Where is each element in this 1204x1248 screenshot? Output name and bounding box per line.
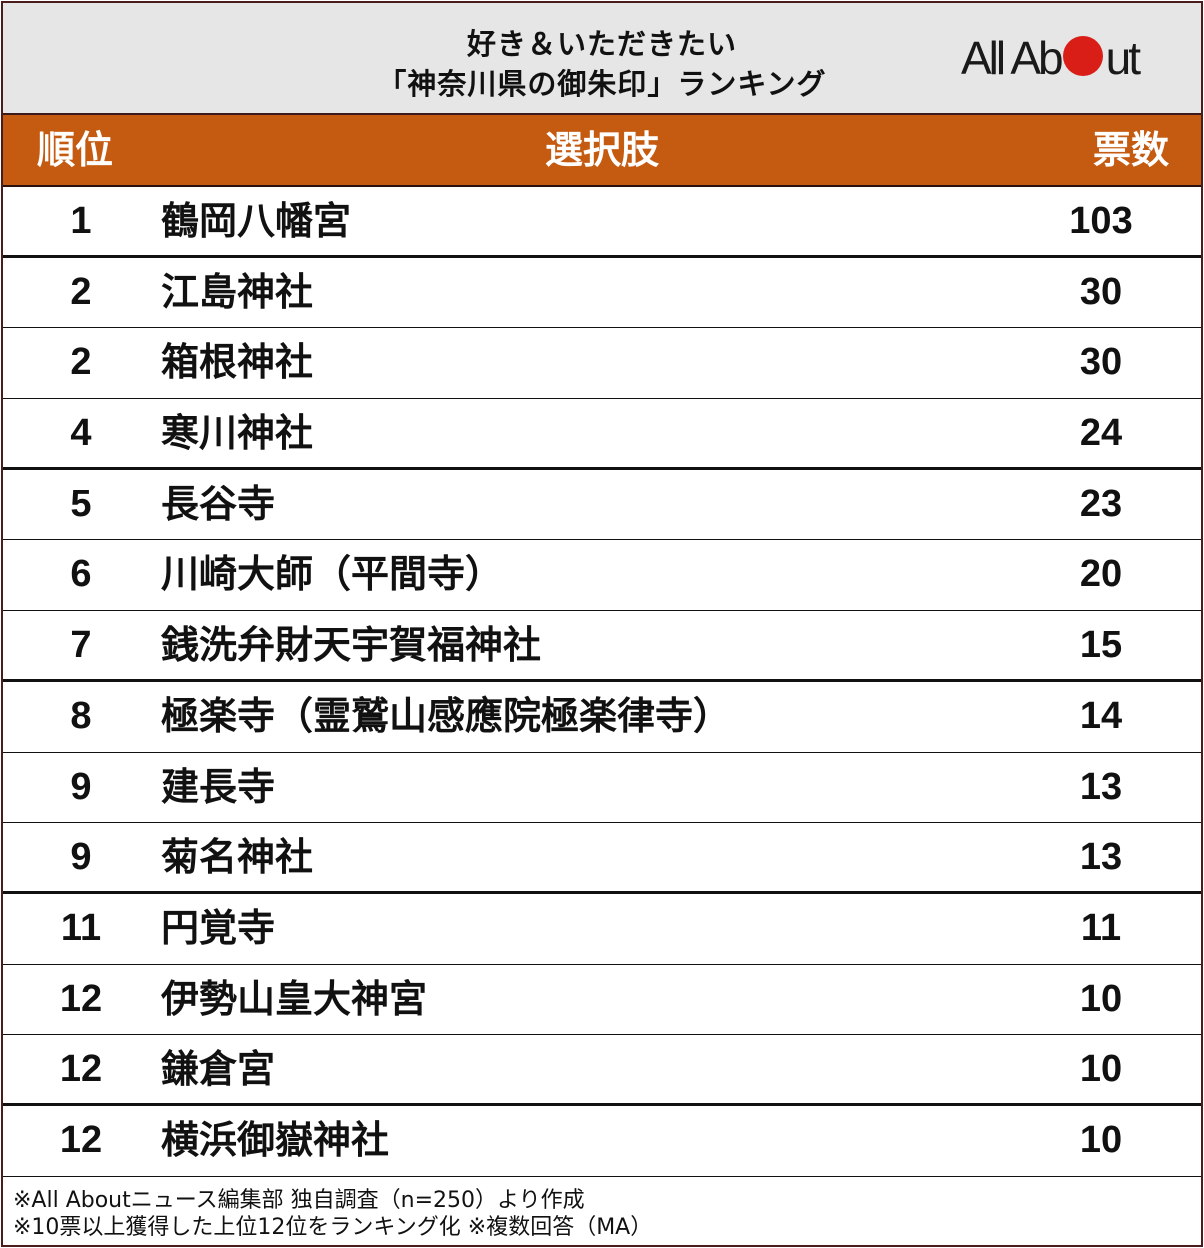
rank-cell: 2 [70, 270, 92, 313]
logo-text-suffix: ut [1105, 32, 1141, 84]
table-row: 2 箱根神社 30 [3, 328, 1201, 400]
rank-cell: 12 [59, 1118, 103, 1161]
name-cell: 長谷寺 [161, 481, 276, 526]
table-row: 12 横浜御嶽神社 10 [3, 1106, 1201, 1177]
header-rank: 順位 [37, 128, 114, 172]
name-cell: 銭洗弁財天宇賀福神社 [161, 623, 542, 668]
footnote-method: ※10票以上獲得した上位12位をランキング化 ※複数回答（MA） [13, 1215, 653, 1240]
table-row: 9 建長寺 13 [3, 753, 1201, 824]
votes-cell: 23 [1079, 482, 1123, 525]
votes-cell: 13 [1079, 765, 1123, 808]
table-row: 6 川崎大師（平間寺） 20 [3, 540, 1201, 612]
rank-cell: 8 [70, 694, 92, 737]
table-body: 1 鶴岡八幡宮 103 2 江島神社 30 2 箱根神社 30 4 寒川神社 24 5 長谷寺 23… [3, 187, 1201, 1177]
rank-cell: 9 [70, 836, 92, 879]
title-line-2: 「神奈川県の御朱印」ランキング [377, 67, 827, 101]
header-choice: 選択肢 [544, 128, 659, 172]
title-line-1: 好き＆いただきたい [466, 27, 737, 61]
table-row: 2 江島神社 30 [3, 258, 1201, 329]
header-votes: 票数 [1092, 128, 1169, 172]
name-cell: 鶴岡八幡宮 [161, 199, 352, 243]
logo-text-prefix: All Ab [961, 32, 1064, 84]
votes-cell: 14 [1079, 694, 1123, 737]
votes-cell: 10 [1079, 977, 1123, 1020]
rank-cell: 7 [70, 624, 92, 667]
votes-cell: 15 [1079, 624, 1123, 667]
votes-cell: 30 [1079, 270, 1123, 313]
name-cell: 菊名神社 [161, 835, 314, 880]
footnotes: ※All Aboutニュース編集部 独自調査（n=250）より作成 ※10票以上… [13, 1187, 652, 1241]
votes-cell: 103 [1069, 200, 1133, 242]
table-header: 順位 選択肢 票数 [3, 115, 1201, 187]
table-row: 8 極楽寺（霊鷲山感應院極楽律寺） 14 [3, 682, 1201, 753]
name-cell: 江島神社 [161, 269, 314, 314]
rank-cell: 4 [70, 412, 92, 455]
votes-cell: 30 [1079, 341, 1123, 384]
rank-cell: 2 [70, 341, 92, 384]
rank-cell: 1 [70, 200, 92, 242]
table-row: 12 鎌倉宮 10 [3, 1035, 1201, 1106]
table-row: 4 寒川神社 24 [3, 399, 1201, 470]
table-row: 7 銭洗弁財天宇賀福神社 15 [3, 611, 1201, 682]
rank-cell: 5 [70, 482, 92, 525]
name-cell: 寒川神社 [161, 411, 314, 456]
name-cell: 横浜御嶽神社 [161, 1117, 390, 1162]
table-row: 11 円覚寺 11 [3, 894, 1201, 965]
table-row: 12 伊勢山皇大神宮 10 [3, 965, 1201, 1036]
footnote-source: ※All Aboutニュース編集部 独自調査（n=250）より作成 [13, 1188, 585, 1213]
table-row: 9 菊名神社 13 [3, 823, 1201, 894]
votes-cell: 11 [1080, 906, 1122, 949]
votes-cell: 10 [1079, 1048, 1123, 1091]
votes-cell: 24 [1079, 412, 1123, 455]
name-cell: 極楽寺（霊鷲山感應院極楽律寺） [161, 693, 732, 738]
name-cell: 箱根神社 [161, 340, 314, 385]
table-row: 1 鶴岡八幡宮 103 [3, 187, 1201, 258]
rank-cell: 9 [70, 765, 92, 808]
table-row: 5 長谷寺 23 [3, 470, 1201, 541]
rank-cell: 12 [59, 977, 103, 1020]
votes-cell: 20 [1079, 553, 1123, 596]
logo-red-dot-icon [1062, 36, 1103, 76]
name-cell: 伊勢山皇大神宮 [161, 976, 428, 1021]
name-cell: 川崎大師（平間寺） [161, 552, 504, 597]
title-area: 好き＆いただきたい 「神奈川県の御朱印」ランキング All Ab ut [3, 3, 1201, 115]
name-cell: 円覚寺 [161, 905, 276, 950]
rank-cell: 11 [60, 906, 102, 949]
votes-cell: 10 [1079, 1118, 1123, 1161]
name-cell: 鎌倉宮 [161, 1047, 276, 1092]
name-cell: 建長寺 [161, 764, 276, 809]
votes-cell: 13 [1079, 836, 1123, 879]
allabout-logo: All Ab ut [961, 33, 1176, 83]
rank-cell: 12 [59, 1048, 103, 1091]
rank-cell: 6 [70, 553, 92, 596]
